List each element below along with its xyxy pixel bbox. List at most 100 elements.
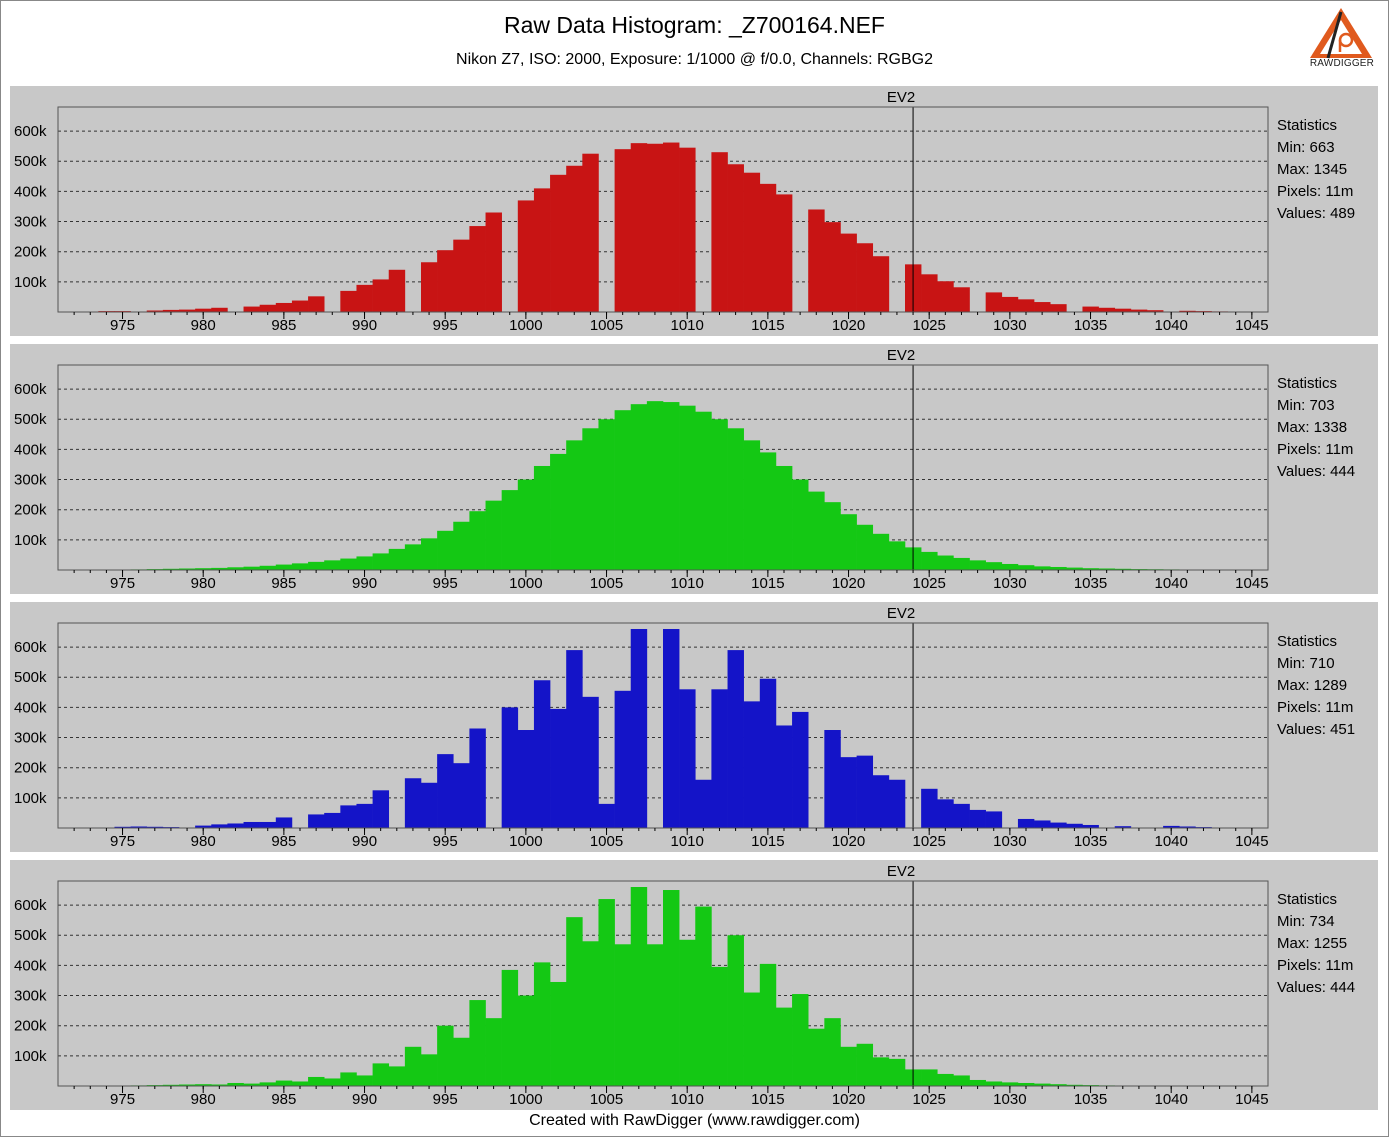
- histogram-bar: [517, 479, 535, 570]
- histogram-bar: [953, 557, 970, 570]
- histogram-bar: [259, 565, 277, 570]
- histogram-bar: [1017, 818, 1035, 828]
- x-tick-label: 1030: [993, 575, 1026, 592]
- histogram-bar: [340, 805, 357, 828]
- histogram-bar: [211, 307, 228, 312]
- histogram-bar: [663, 890, 680, 1086]
- histogram-bar: [937, 799, 954, 828]
- chart-title: Raw Data Histogram: _Z700164.NEF: [504, 12, 885, 38]
- histogram-bar: [888, 541, 906, 570]
- stats-min: Min: 710: [1277, 655, 1335, 672]
- histogram-bar: [195, 568, 212, 570]
- histogram-bar: [469, 511, 486, 570]
- histogram-bar: [775, 194, 793, 312]
- stats-values: Values: 451: [1277, 721, 1356, 738]
- x-tick-label: 1010: [671, 317, 704, 334]
- x-tick-label: 980: [191, 575, 216, 592]
- x-tick-label: 1040: [1155, 833, 1188, 850]
- stats-max: Max: 1289: [1277, 677, 1348, 694]
- histogram-bar: [243, 821, 260, 828]
- ev-marker-label: EV2: [887, 863, 915, 880]
- histogram-bar: [727, 164, 744, 312]
- histogram-bar: [856, 243, 874, 312]
- x-tick-label: 1035: [1074, 575, 1107, 592]
- x-tick-label: 1045: [1235, 1091, 1268, 1108]
- histogram-bar: [243, 306, 260, 312]
- histogram-bar: [162, 1084, 180, 1086]
- histogram-bar: [275, 302, 293, 312]
- histogram-bar: [566, 165, 583, 312]
- x-tick-label: 1020: [832, 1091, 865, 1108]
- histogram-bar: [969, 560, 986, 570]
- x-tick-label: 1025: [913, 317, 946, 334]
- x-tick-label: 1000: [509, 833, 542, 850]
- histogram-bar: [388, 269, 406, 312]
- x-tick-label: 1010: [671, 1091, 704, 1108]
- histogram-bar: [1066, 823, 1083, 828]
- histogram-bar: [469, 728, 486, 828]
- x-tick-label: 1025: [913, 1091, 946, 1108]
- x-tick-label: 990: [352, 833, 377, 850]
- histogram-bar: [1114, 568, 1132, 570]
- histogram-bar: [1034, 1083, 1051, 1086]
- histogram-bar: [259, 821, 277, 828]
- histogram-bar: [646, 401, 664, 570]
- x-tick-label: 1030: [993, 1091, 1026, 1108]
- y-tick-label: 500k: [14, 927, 47, 944]
- x-tick-label: 975: [110, 833, 135, 850]
- x-tick-label: 1005: [590, 317, 623, 334]
- histogram-bar: [695, 906, 712, 1086]
- x-tick-label: 995: [433, 1091, 458, 1108]
- histogram-bar: [1082, 568, 1099, 570]
- histogram-bar: [824, 502, 841, 570]
- histogram-bar: [840, 757, 857, 828]
- histogram-bar: [840, 1046, 857, 1086]
- x-tick-label: 1045: [1235, 575, 1268, 592]
- histogram-bar: [275, 1080, 293, 1086]
- y-tick-label: 300k: [14, 472, 47, 489]
- histogram-bar: [291, 300, 309, 312]
- y-tick-label: 600k: [14, 897, 47, 914]
- histogram-bar: [679, 689, 696, 828]
- histogram-bar: [695, 779, 712, 828]
- histogram-bar: [211, 1084, 228, 1086]
- histogram-bar: [469, 1000, 486, 1086]
- histogram-bar: [856, 524, 874, 570]
- histogram-bar: [146, 826, 164, 828]
- stats-heading: Statistics: [1277, 891, 1338, 908]
- histogram-bar: [630, 404, 648, 570]
- histogram-bar: [711, 689, 728, 828]
- histogram-bar: [856, 755, 874, 828]
- stats-heading: Statistics: [1277, 375, 1338, 392]
- x-tick-label: 1025: [913, 833, 946, 850]
- histogram-bar: [211, 567, 228, 570]
- histogram-bar: [614, 410, 632, 570]
- footer-credit: Created with RawDigger (www.rawdigger.co…: [529, 1112, 860, 1129]
- y-tick-label: 400k: [14, 699, 47, 716]
- histogram-bar: [533, 188, 551, 312]
- histogram-bar: [404, 778, 422, 828]
- stats-max: Max: 1345: [1277, 161, 1348, 178]
- x-tick-label: 990: [352, 1091, 377, 1108]
- histogram-bar: [566, 650, 583, 828]
- histogram-bar: [437, 1025, 454, 1086]
- histogram-bar: [727, 428, 744, 570]
- histogram-bar: [985, 292, 1003, 312]
- x-tick-label: 975: [110, 317, 135, 334]
- histogram-bar: [1130, 309, 1148, 312]
- x-tick-label: 995: [433, 833, 458, 850]
- histogram-bar: [437, 250, 454, 312]
- histogram-bar: [324, 560, 341, 570]
- histogram-bar: [953, 803, 970, 828]
- x-tick-label: 980: [191, 317, 216, 334]
- histogram-bar: [501, 490, 519, 570]
- histogram-bar: [372, 553, 390, 570]
- stats-pixels: Pixels: 11m: [1277, 183, 1354, 200]
- histogram-bar: [775, 725, 793, 828]
- histogram-bar: [1017, 299, 1035, 312]
- y-tick-label: 100k: [14, 790, 47, 807]
- histogram-bar: [179, 568, 196, 570]
- x-tick-label: 1010: [671, 575, 704, 592]
- histogram-panel-r: 100k 200k 300k 400k 500k 600k EV2 975 980 985 990 9…: [10, 86, 1378, 336]
- histogram-bar: [1147, 310, 1164, 312]
